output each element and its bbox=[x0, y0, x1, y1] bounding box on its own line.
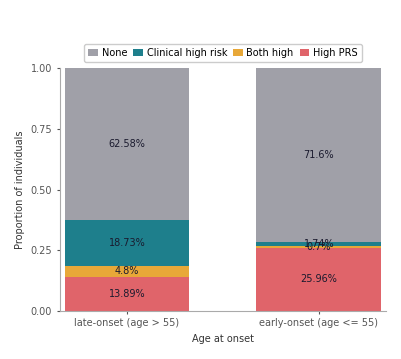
Text: 1.74%: 1.74% bbox=[304, 239, 334, 249]
Bar bbox=[257, 69, 381, 242]
Bar bbox=[65, 220, 189, 266]
Text: 25.96%: 25.96% bbox=[300, 274, 337, 284]
Text: 62.58%: 62.58% bbox=[109, 139, 146, 149]
Bar bbox=[65, 277, 189, 311]
Text: 71.6%: 71.6% bbox=[304, 150, 334, 160]
Bar bbox=[257, 242, 381, 246]
Text: 4.8%: 4.8% bbox=[115, 266, 139, 276]
Y-axis label: Proportion of individuals: Proportion of individuals bbox=[15, 130, 25, 249]
Bar bbox=[257, 246, 381, 248]
Bar bbox=[65, 69, 189, 220]
Text: 0.7%: 0.7% bbox=[307, 242, 331, 252]
X-axis label: Age at onset: Age at onset bbox=[192, 334, 254, 344]
Bar bbox=[257, 248, 381, 311]
Legend: None, Clinical high risk, Both high, High PRS: None, Clinical high risk, Both high, Hig… bbox=[84, 44, 362, 62]
Text: 18.73%: 18.73% bbox=[109, 238, 145, 248]
Text: 13.89%: 13.89% bbox=[109, 289, 145, 299]
Bar bbox=[65, 266, 189, 277]
